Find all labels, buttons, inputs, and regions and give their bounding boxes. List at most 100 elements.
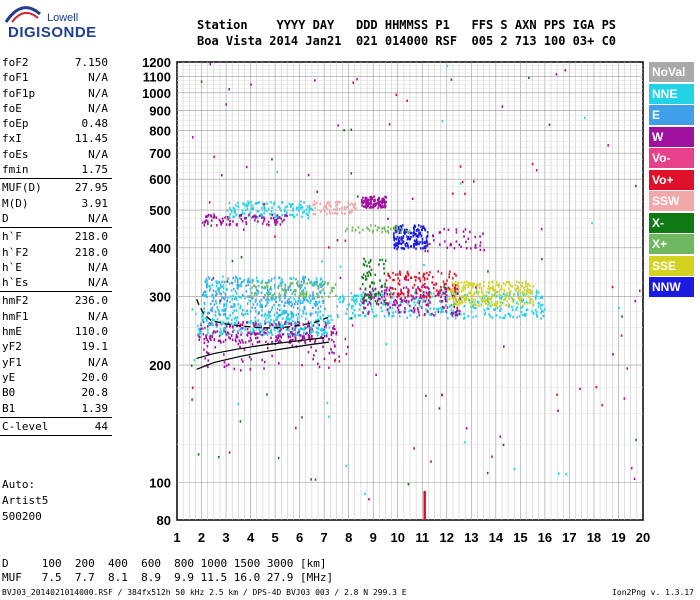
echo-point xyxy=(335,211,338,215)
echo-point xyxy=(267,293,269,297)
echo-point xyxy=(488,281,490,284)
echo-point xyxy=(317,362,319,365)
echo-point xyxy=(307,300,310,303)
echo-point xyxy=(462,296,465,300)
echo-point xyxy=(365,204,368,207)
echo-point xyxy=(579,387,581,391)
echo-point xyxy=(501,301,504,305)
echo-point xyxy=(415,297,417,300)
echo-point xyxy=(363,205,366,208)
echo-point xyxy=(250,207,253,210)
echo-point xyxy=(383,198,386,201)
echo-point xyxy=(422,300,425,303)
echo-point xyxy=(528,291,530,294)
echo-point xyxy=(374,199,376,203)
echo-point xyxy=(268,331,271,335)
echo-point xyxy=(371,296,373,299)
echo-point xyxy=(473,306,475,310)
echo-point xyxy=(301,335,304,338)
echo-point xyxy=(427,310,429,313)
echo-point xyxy=(321,333,323,336)
param-key: h`F2 xyxy=(2,245,29,259)
echo-point xyxy=(451,290,453,294)
echo-point xyxy=(270,318,272,322)
echo-point xyxy=(393,232,395,235)
echo-point xyxy=(263,285,266,289)
echo-point xyxy=(420,296,423,300)
echo-point xyxy=(333,340,335,344)
echo-point xyxy=(241,327,244,330)
echo-point xyxy=(476,284,479,287)
echo-point xyxy=(261,216,263,220)
echo-point xyxy=(453,295,456,299)
echo-point xyxy=(314,213,317,216)
echo-point xyxy=(409,237,412,241)
echo-point xyxy=(416,291,419,295)
echo-point xyxy=(246,302,249,305)
echo-point xyxy=(204,280,206,283)
echo-point xyxy=(419,240,421,244)
echo-point xyxy=(239,306,241,310)
echo-point xyxy=(518,281,520,284)
echo-point xyxy=(498,290,501,294)
echo-point xyxy=(404,277,406,281)
echo-point xyxy=(291,338,294,342)
echo-point xyxy=(485,298,488,302)
echo-point xyxy=(531,290,534,294)
echo-point xyxy=(215,280,217,283)
param-key: foF1p xyxy=(2,86,36,100)
echo-point xyxy=(205,318,208,321)
echo-point xyxy=(450,311,453,315)
echo-point xyxy=(479,241,482,244)
echo-point xyxy=(527,288,529,291)
echo-point xyxy=(294,289,297,292)
echo-point xyxy=(305,292,308,296)
echo-point xyxy=(202,313,204,317)
y-tick-label: 300 xyxy=(149,289,171,304)
echo-point xyxy=(264,207,266,210)
echo-point xyxy=(282,317,284,320)
echo-point xyxy=(377,303,380,306)
echo-point xyxy=(328,246,330,249)
echo-point xyxy=(462,288,465,292)
echo-point xyxy=(410,298,413,302)
echo-point xyxy=(294,426,297,430)
echo-point xyxy=(484,300,486,303)
echo-point xyxy=(211,299,214,303)
echo-point xyxy=(449,289,452,293)
echo-point xyxy=(200,80,203,83)
echo-point xyxy=(406,291,409,294)
echo-point xyxy=(325,334,328,338)
echo-point xyxy=(439,291,441,295)
echo-point xyxy=(302,297,305,300)
x-tick-label: 2 xyxy=(198,530,205,545)
echo-point xyxy=(241,220,244,223)
echo-point xyxy=(413,447,415,450)
echo-point xyxy=(223,303,225,306)
echo-point xyxy=(213,330,215,333)
echo-point xyxy=(257,210,259,213)
echo-point xyxy=(402,246,405,250)
echo-point xyxy=(214,314,217,317)
echo-point xyxy=(287,333,289,336)
echo-point xyxy=(271,354,273,358)
echo-point xyxy=(284,283,287,286)
echo-point xyxy=(334,211,336,215)
echo-point xyxy=(301,416,303,419)
echo-point xyxy=(368,498,370,501)
echo-point xyxy=(386,286,388,289)
echo-point xyxy=(303,297,306,300)
echo-point xyxy=(370,294,373,297)
echo-point xyxy=(512,315,514,319)
echo-point xyxy=(321,328,324,331)
echo-point xyxy=(451,294,454,298)
echo-point xyxy=(397,238,400,241)
echo-point xyxy=(312,203,314,207)
echo-point xyxy=(623,397,626,400)
echo-point xyxy=(295,334,297,337)
echo-point xyxy=(269,321,271,324)
echo-point xyxy=(406,235,408,238)
y-tick-label: 200 xyxy=(149,358,171,373)
echo-point xyxy=(446,317,449,320)
echo-point xyxy=(445,282,447,286)
